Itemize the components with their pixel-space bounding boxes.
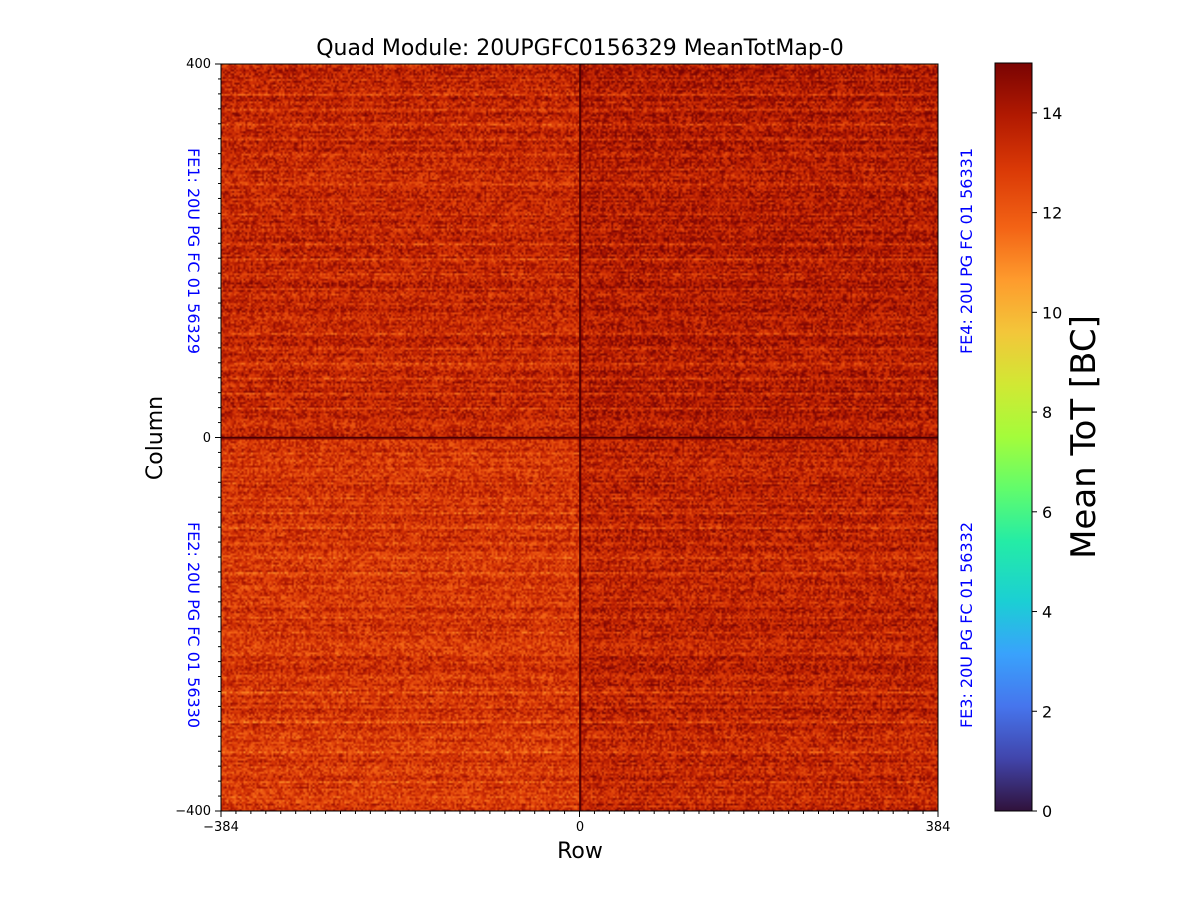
x-axis-label: Row (557, 839, 603, 864)
fe1-label: FE1: 20U PG FC 01 56329 (184, 148, 203, 354)
colorbar-label: Mean ToT [BC] (1064, 315, 1104, 559)
y-axis-label: Column (143, 396, 168, 480)
colorbar-tick-label: 2 (1042, 702, 1052, 721)
colorbar-tick-label: 14 (1042, 104, 1062, 123)
x-tick-label-left: −384 (203, 820, 239, 835)
x-tick-label-right: 384 (926, 820, 951, 835)
fe3-label: FE3: 20U PG FC 01 56332 (957, 522, 976, 728)
axis-ticks (215, 63, 939, 817)
colorbar-tick-label: 0 (1042, 802, 1052, 821)
colorbar-tick-label: 8 (1042, 403, 1052, 422)
chart-title: Quad Module: 20UPGFC0156329 MeanTotMap-0 (316, 36, 844, 61)
y-tick-label-bottom: −400 (175, 804, 211, 819)
colorbar-tick-label: 4 (1042, 603, 1052, 622)
x-tick-label-mid: 0 (576, 820, 584, 835)
y-tick-label-mid: 0 (203, 431, 211, 446)
y-tick-label-top: 400 (186, 57, 211, 72)
colorbar-tick-label: 6 (1042, 503, 1052, 522)
colorbar-ticks: 0 2 4 6 8 10 12 14 (1032, 104, 1062, 821)
fe4-label: FE4: 20U PG FC 01 56331 (957, 148, 976, 354)
heatmap-area (220, 63, 939, 812)
colorbar-tick-label: 12 (1042, 204, 1062, 223)
fe2-label: FE2: 20U PG FC 01 56330 (184, 522, 203, 728)
colorbar (994, 62, 1033, 812)
colorbar-tick-label: 10 (1042, 303, 1062, 322)
